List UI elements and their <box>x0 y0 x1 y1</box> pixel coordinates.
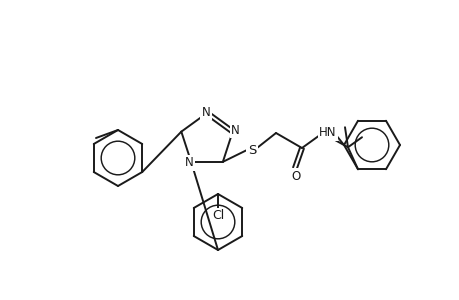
Text: O: O <box>291 169 300 182</box>
Text: N: N <box>231 124 240 137</box>
Text: N: N <box>201 106 210 118</box>
Text: N: N <box>185 156 193 169</box>
Text: S: S <box>247 143 256 157</box>
Text: HN: HN <box>319 127 336 140</box>
Text: Cl: Cl <box>212 209 224 223</box>
